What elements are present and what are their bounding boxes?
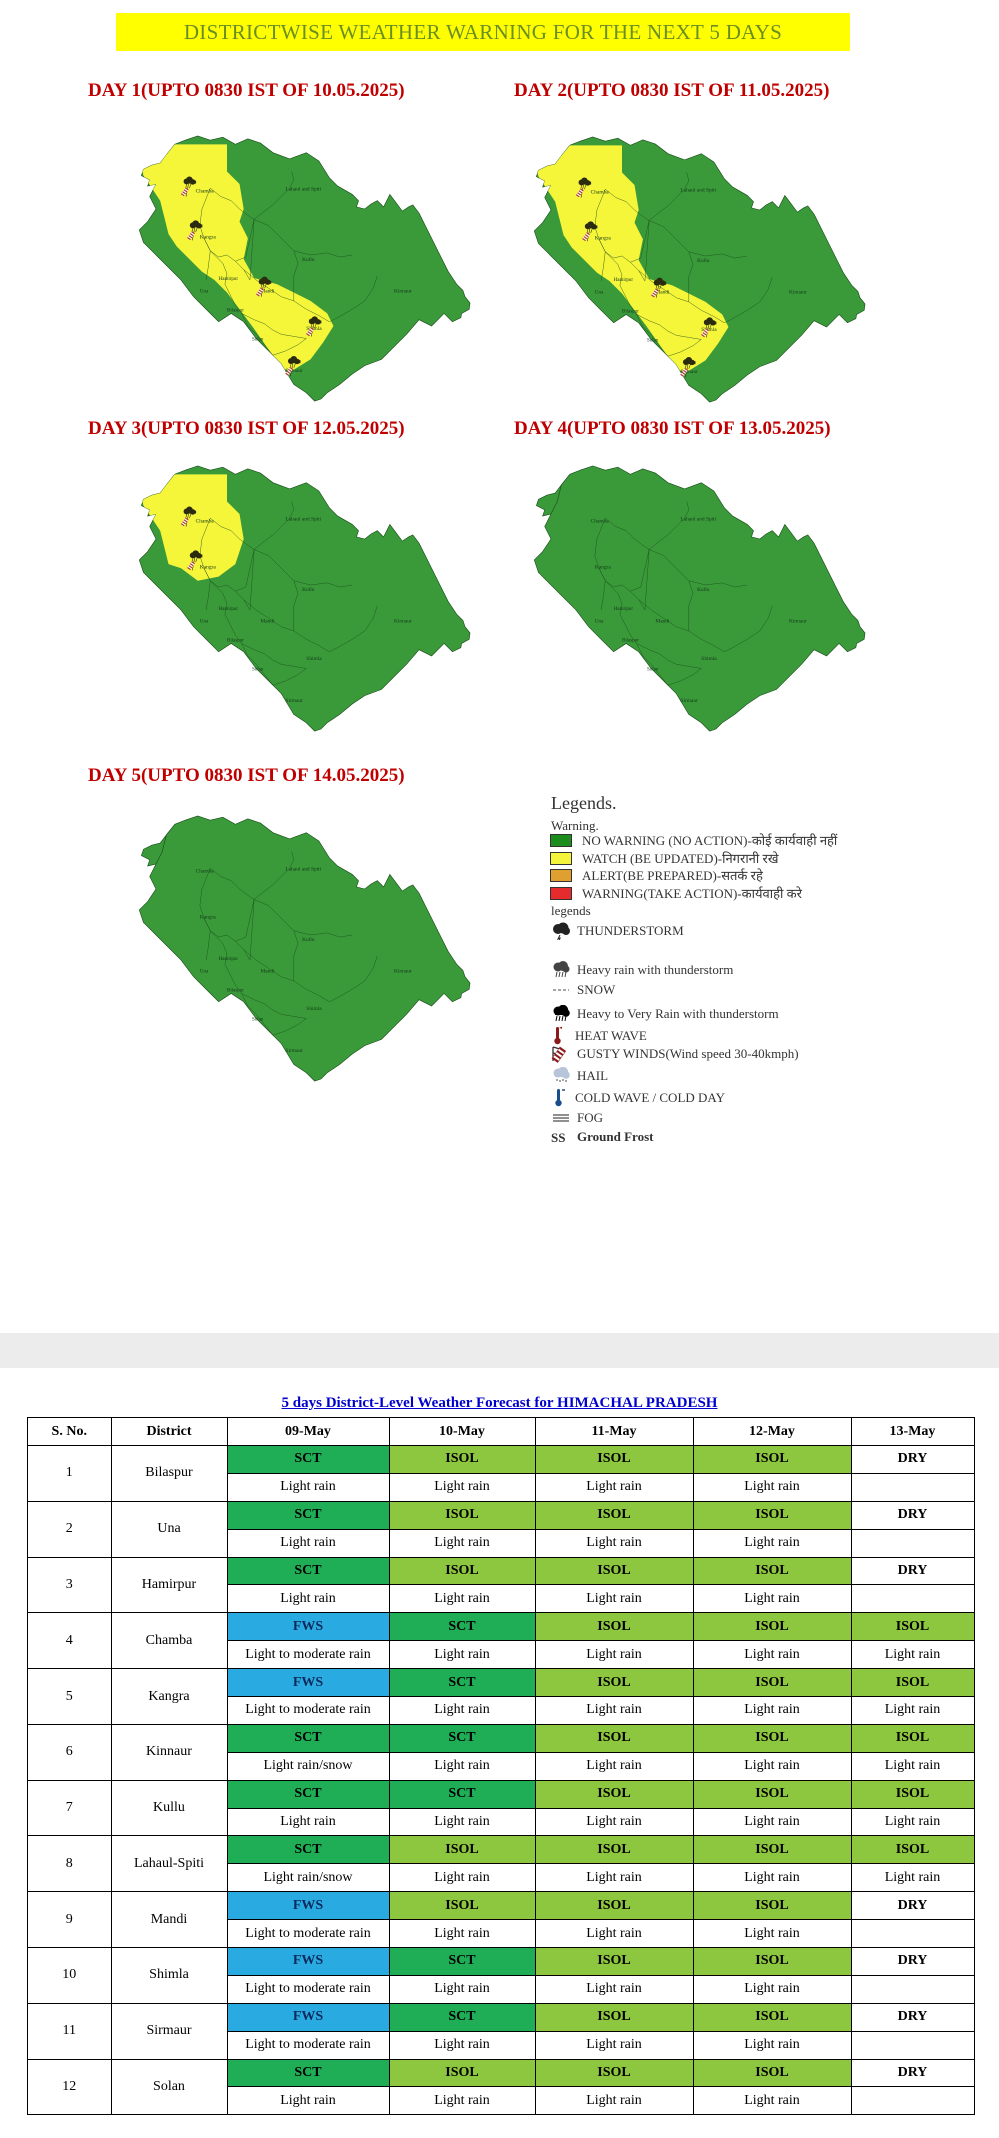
- svg-text:Bilaspur: Bilaspur: [227, 988, 244, 993]
- svg-text:Una: Una: [200, 970, 209, 975]
- svg-text:Shimla: Shimla: [306, 656, 322, 662]
- svg-text:Kullu: Kullu: [697, 258, 710, 264]
- svg-text:Una: Una: [200, 620, 209, 625]
- svg-text:Solan: Solan: [252, 1018, 264, 1023]
- svg-text:Kullu: Kullu: [302, 257, 315, 263]
- svg-text:Shimla: Shimla: [306, 1006, 322, 1012]
- svg-text:Chamba: Chamba: [591, 189, 610, 195]
- svg-text:Shimla: Shimla: [701, 656, 717, 662]
- svg-text:Kangra: Kangra: [595, 564, 612, 570]
- svg-text:Kullu: Kullu: [302, 587, 315, 593]
- svg-text:Lahaul and Spiti: Lahaul and Spiti: [285, 516, 321, 522]
- svg-text:Kinnaur: Kinnaur: [394, 969, 412, 975]
- svg-text:Bilaspur: Bilaspur: [227, 638, 244, 643]
- svg-text:Hamirpur: Hamirpur: [219, 607, 239, 612]
- svg-text:Kinnaur: Kinnaur: [789, 619, 807, 625]
- svg-text:Chamba: Chamba: [196, 518, 215, 524]
- svg-text:Kangra: Kangra: [200, 234, 217, 240]
- svg-text:Chamba: Chamba: [196, 868, 215, 874]
- svg-text:Hamirpur: Hamirpur: [614, 607, 634, 612]
- svg-text:Mandi: Mandi: [260, 619, 275, 625]
- svg-text:Hamirpur: Hamirpur: [219, 277, 239, 282]
- svg-text:Kullu: Kullu: [697, 587, 710, 593]
- svg-text:Sirmaur: Sirmaur: [285, 1048, 303, 1054]
- svg-text:Kinnaur: Kinnaur: [789, 290, 807, 296]
- svg-text:Solan: Solan: [252, 668, 264, 673]
- svg-text:Sirmaur: Sirmaur: [680, 698, 698, 704]
- svg-text:Mandi: Mandi: [260, 969, 275, 975]
- svg-text:Una: Una: [200, 290, 209, 295]
- svg-text:Kullu: Kullu: [302, 937, 315, 943]
- svg-text:SS: SS: [551, 1130, 565, 1145]
- svg-text:Kangra: Kangra: [200, 564, 217, 570]
- svg-text:Lahaul and Spiti: Lahaul and Spiti: [285, 186, 321, 192]
- svg-text:Lahaul and Spiti: Lahaul and Spiti: [680, 516, 716, 522]
- svg-text:Chamba: Chamba: [196, 188, 215, 194]
- svg-text:Hamirpur: Hamirpur: [614, 278, 634, 283]
- svg-text:Una: Una: [595, 291, 604, 296]
- svg-text:Lahaul and Spiti: Lahaul and Spiti: [680, 187, 716, 193]
- svg-text:Chamba: Chamba: [591, 518, 610, 524]
- svg-text:Kinnaur: Kinnaur: [394, 289, 412, 295]
- svg-text:Kangra: Kangra: [200, 914, 217, 920]
- svg-text:Kinnaur: Kinnaur: [394, 619, 412, 625]
- svg-text:Solan: Solan: [647, 339, 659, 344]
- svg-text:Solan: Solan: [252, 338, 264, 343]
- svg-text:Una: Una: [595, 620, 604, 625]
- svg-text:Sirmaur: Sirmaur: [285, 698, 303, 704]
- svg-text:Solan: Solan: [647, 668, 659, 673]
- svg-text:Bilaspur: Bilaspur: [622, 638, 639, 643]
- svg-text:Hamirpur: Hamirpur: [219, 957, 239, 962]
- svg-text:Kangra: Kangra: [595, 235, 612, 241]
- svg-text:Lahaul and Spiti: Lahaul and Spiti: [285, 866, 321, 872]
- svg-text:Bilaspur: Bilaspur: [227, 308, 244, 313]
- svg-text:Mandi: Mandi: [655, 619, 670, 625]
- svg-text:Bilaspur: Bilaspur: [622, 309, 639, 314]
